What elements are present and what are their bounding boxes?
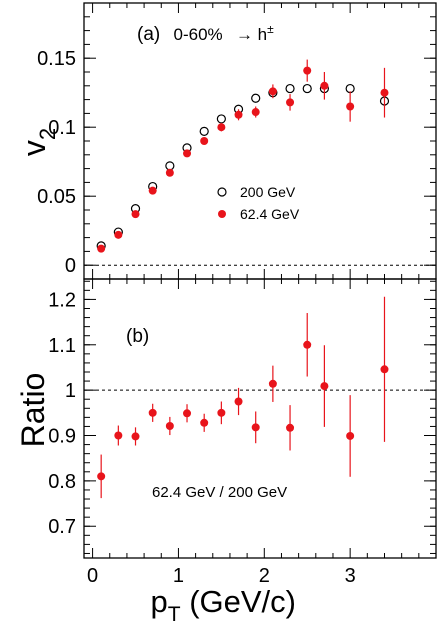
panel-a-charge: ± [267, 22, 274, 36]
panel-a-annotation: (a) 0-60% → h± [137, 22, 274, 45]
data-point-filled [346, 431, 355, 440]
panel-b-y-tick-label: 1 [65, 380, 76, 402]
data-point-filled [131, 432, 140, 441]
legend-marker-62gev [218, 210, 226, 218]
legend-label-200gev: 200 GeV [240, 184, 296, 200]
x-axis-title-unit: (GeV/c) [181, 584, 296, 619]
panel-a-arrow: → h [236, 25, 267, 44]
data-point-filled [165, 421, 174, 430]
data-point-filled [165, 168, 174, 177]
panel-a-ylabel-subscript: 2 [35, 128, 60, 140]
data-point-open [165, 161, 175, 171]
legend-marker-200gev [217, 187, 227, 197]
panel-b-y-tick-label: 0.8 [48, 471, 76, 493]
data-point-filled [286, 423, 295, 432]
data-point-filled [183, 409, 192, 418]
panel-a: 0 0.05 0.1 0.15 [37, 2, 437, 280]
data-point-open [216, 114, 226, 124]
panel-b-y-tick-label: 1.2 [48, 289, 76, 311]
data-point-filled [268, 379, 277, 388]
data-point-filled [131, 210, 140, 219]
data-point-filled [346, 102, 355, 111]
panel-b-series-label: 62.4 GeV / 200 GeV [152, 484, 287, 501]
panel-b-annotation: (b) [126, 326, 149, 347]
data-point-open [199, 126, 209, 136]
panel-a-y-tick-label: 0 [65, 255, 76, 277]
data-point-filled [148, 408, 157, 417]
data-point-filled [97, 244, 106, 253]
panel-a-y-tick-label: 0.05 [37, 186, 76, 208]
data-point-filled [303, 66, 312, 75]
data-point-filled [183, 149, 192, 158]
data-point-filled [148, 186, 157, 195]
data-point-filled [303, 340, 312, 349]
data-point-filled [114, 431, 123, 440]
data-point-filled [380, 88, 389, 97]
panel-a-centrality: 0-60% [174, 25, 223, 44]
data-point-filled [114, 230, 123, 239]
x-tick-label: 3 [345, 565, 356, 587]
data-point-filled [286, 98, 295, 107]
data-point-open [251, 93, 261, 103]
panel-b-y-tick-label: 0.9 [48, 426, 76, 448]
x-axis-title: pT (GeV/c) [151, 584, 296, 622]
data-point-open [285, 83, 295, 94]
panel-b-y-tick-label: 0.7 [48, 516, 76, 538]
panel-a-y-tick-label: 0.15 [37, 48, 76, 70]
data-point-filled [234, 397, 243, 406]
data-point-filled [380, 365, 389, 374]
data-point-filled [217, 408, 226, 417]
panel-b-frame [83, 278, 437, 559]
panel-a-ylabel: v2 [16, 128, 60, 156]
data-point-open [302, 83, 312, 94]
data-point-filled [320, 81, 329, 90]
data-point-filled [251, 423, 260, 432]
legend: 200 GeV 62.4 GeV [217, 184, 300, 222]
legend-label-62gev: 62.4 GeV [240, 206, 300, 222]
x-axis-title-subscript: T [168, 603, 181, 622]
panel-a-label: (a) [137, 24, 160, 45]
x-tick-label: 0 [87, 565, 98, 587]
data-point-filled [200, 418, 209, 427]
data-point-filled [97, 472, 106, 481]
data-point-filled [234, 110, 243, 119]
x-tick-label: 2 [259, 565, 270, 587]
data-point-filled [251, 108, 260, 117]
panel-a-y-tick-label: 0.1 [48, 117, 76, 139]
x-tick-label: 1 [173, 565, 184, 587]
data-point-filled [268, 87, 277, 96]
panel-b-ylabel: Ratio [15, 373, 51, 448]
panel-b-y-tick-label: 1.1 [48, 335, 76, 357]
panel-b: 0.7 0.8 0.9 1 1.1 1.2 0 1 2 3 [48, 278, 437, 587]
data-point-filled [217, 123, 226, 132]
data-point-filled [320, 382, 329, 391]
data-point-filled [200, 137, 209, 145]
